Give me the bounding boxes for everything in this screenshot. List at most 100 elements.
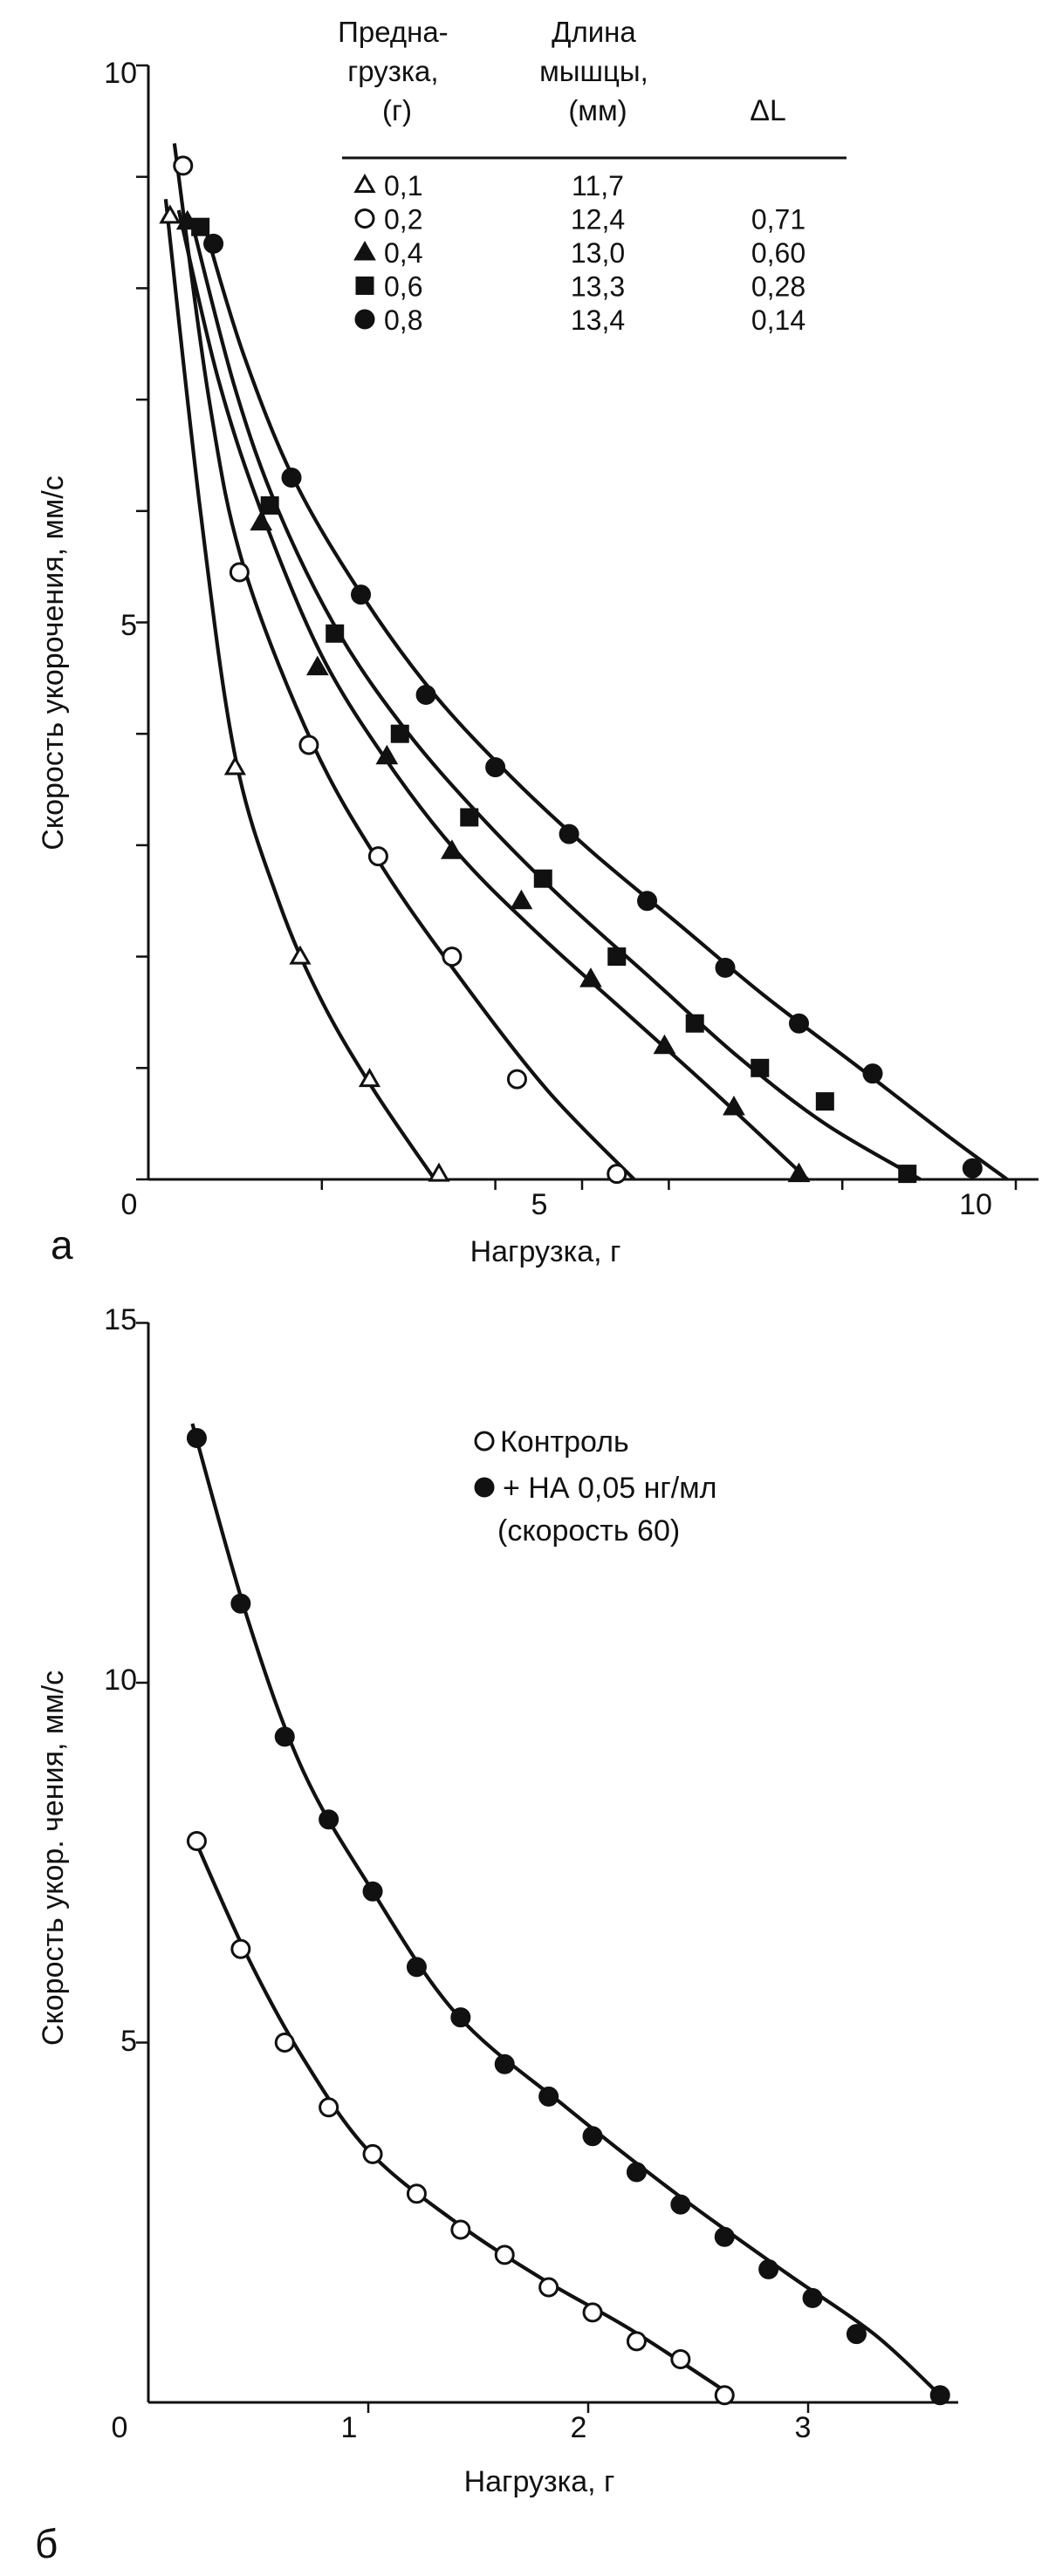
x-tick-label-a-5: 5 <box>531 1188 548 1221</box>
data-point-s2-4 <box>319 1809 339 1830</box>
legend-cell-r3-c1: 0,4 <box>384 237 422 269</box>
legend-marker-2 <box>354 208 375 229</box>
data-point-s5-5 <box>485 757 506 778</box>
x-tick-label-b-0: 0 <box>112 2411 128 2444</box>
data-point-s2-10 <box>582 2126 603 2147</box>
x-axis-label-a: Нагрузка, г <box>470 1235 621 1268</box>
data-point-s4-8 <box>685 1014 704 1033</box>
legend-cell-r3-c2: 13,0 <box>571 237 625 269</box>
legend-cell-r3-c3: 0,60 <box>751 237 805 269</box>
chart-panel-b: 5 10 15 0 1 2 3 Нагрузка, г Скорость уко… <box>35 1303 958 2566</box>
y-axis-label-a: Скорость укорочения, мм/с <box>37 475 70 850</box>
x-tick-label-b-3: 3 <box>795 2411 812 2444</box>
data-point-s4-5 <box>460 808 479 827</box>
data-point-s5-8 <box>715 957 736 978</box>
data-point-s2-13 <box>714 2226 735 2247</box>
data-point-s4-1 <box>191 217 210 236</box>
data-point-s1-4 <box>358 1068 381 1088</box>
data-point-s5-10 <box>862 1063 883 1084</box>
data-point-s2-5 <box>442 946 463 967</box>
data-point-s1-10 <box>582 2302 603 2323</box>
data-point-s3-4 <box>375 744 399 765</box>
legend-marker-na <box>474 1477 495 1498</box>
data-point-s1-8 <box>494 2245 515 2265</box>
data-point-s3-3 <box>305 655 329 676</box>
data-point-s2-12 <box>670 2194 691 2215</box>
x-axis-label-b: Нагрузка, г <box>464 2465 615 2498</box>
data-point-s5-7 <box>637 891 658 912</box>
data-point-s2-4 <box>367 846 388 867</box>
legend-header-length: Длина мышцы, (мм) <box>539 16 656 126</box>
data-point-s4-3 <box>326 624 345 643</box>
data-point-s1-13 <box>714 2385 735 2406</box>
data-point-s5-4 <box>415 685 436 706</box>
data-point-s3-10 <box>787 1162 811 1183</box>
legend-marker-5 <box>354 309 375 330</box>
data-point-s4-2 <box>260 495 279 515</box>
data-point-s2-6 <box>406 1957 427 1978</box>
data-point-s1-3 <box>274 2033 295 2053</box>
legend-header-preload: Предна- грузка, (г) <box>338 16 456 126</box>
data-point-s2-7 <box>450 2007 471 2028</box>
data-point-s2-1 <box>186 1428 207 1448</box>
legend-header-delta-l: ΔL <box>750 94 786 127</box>
x-tick-label-b-1: 1 <box>341 2411 358 2444</box>
markers-b <box>186 1428 950 2406</box>
data-point-s4-9 <box>751 1058 770 1077</box>
legend-cell-r5-c2: 13,4 <box>571 304 625 336</box>
legend-marker-4 <box>355 277 374 295</box>
data-point-s3-2 <box>250 510 273 531</box>
data-point-s2-1 <box>173 155 194 176</box>
legend-cell-r1-c2: 11,7 <box>572 170 624 202</box>
x-tick-label-b-2: 2 <box>571 2411 587 2444</box>
data-point-s2-2 <box>229 562 250 583</box>
data-point-s3-6 <box>510 889 533 910</box>
y-tick-label-b-10: 10 <box>104 1664 137 1697</box>
legend-cell-r5-c3: 0,14 <box>751 304 805 336</box>
series-curve-1 <box>190 1833 732 2397</box>
series-curve-2 <box>190 1423 942 2397</box>
data-point-s5-2 <box>281 467 302 488</box>
data-point-s4-7 <box>607 947 627 967</box>
y-tick-label-b-5: 5 <box>120 2025 137 2058</box>
legend-table-a: Предна- грузка, (г) Длина мышцы, (мм) ΔL… <box>338 16 847 336</box>
y-tick-label-b-15: 15 <box>104 1303 137 1336</box>
chart-panel-a: 5 10 0 5 10 Нагрузка, г Скорость укороче… <box>37 16 1039 1268</box>
data-point-s3-5 <box>441 839 463 859</box>
legend-label-speed: (скорость 60) <box>497 1514 680 1548</box>
data-point-s5-1 <box>203 233 224 254</box>
data-point-s1-1 <box>159 204 182 224</box>
data-point-s2-3 <box>298 735 319 755</box>
data-point-s2-7 <box>607 1164 627 1185</box>
data-point-s2-5 <box>362 1881 383 1902</box>
data-point-s5-11 <box>962 1158 983 1179</box>
data-point-s1-2 <box>230 1938 251 1959</box>
data-point-s5-6 <box>559 823 579 844</box>
legend-marker-control <box>474 1431 495 1452</box>
legend-marker-3 <box>353 240 376 261</box>
data-point-s2-6 <box>506 1069 527 1090</box>
y-tick-label-a-5: 5 <box>120 609 137 642</box>
data-point-s1-7 <box>450 2219 471 2240</box>
data-point-s2-16 <box>846 2324 867 2345</box>
data-point-s1-4 <box>319 2097 339 2118</box>
data-point-s3-7 <box>579 967 602 987</box>
data-point-s2-3 <box>274 1726 295 1747</box>
data-point-s2-11 <box>626 2162 647 2183</box>
data-point-s1-5 <box>428 1162 450 1182</box>
panel-letter-b: б <box>35 2521 58 2566</box>
legend-cell-r4-c1: 0,6 <box>384 271 422 303</box>
legend-cell-r4-c2: 13,3 <box>571 271 625 303</box>
legend-cell-r1-c1: 0,1 <box>384 170 422 202</box>
data-point-s4-11 <box>898 1165 917 1184</box>
data-point-s1-3 <box>289 945 312 965</box>
legend-marker-1 <box>353 173 376 193</box>
series-curve-4 <box>189 221 922 1181</box>
x-tick-label-a-0: 0 <box>121 1188 138 1221</box>
series-curve-5 <box>202 226 1009 1181</box>
legend-rows: 0,1 11,7 0,2 12,4 0,71 0,4 13,0 0,60 0,6 13,3 0,28… <box>353 170 805 336</box>
legend-cell-r5-c1: 0,8 <box>384 304 422 336</box>
data-point-s1-11 <box>626 2331 647 2352</box>
